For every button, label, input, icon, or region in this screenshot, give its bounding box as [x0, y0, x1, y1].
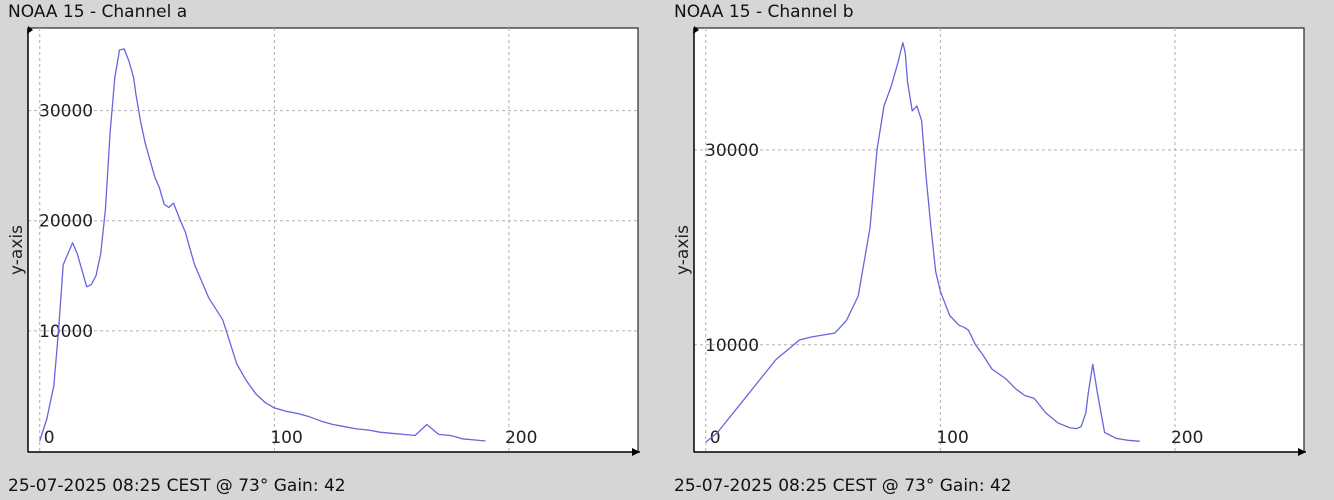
- y-axis-arrow-icon: [27, 26, 33, 34]
- y-tick-label: 10000: [705, 336, 759, 356]
- x-tick-label: 200: [1171, 428, 1203, 448]
- line-chart-a: 0 100 200 10000 20000 30000 y-axis: [7, 26, 640, 456]
- plot-area: [27, 27, 639, 453]
- chart-title: NOAA 15 - Channel b: [674, 2, 854, 22]
- x-axis-arrow-icon: [632, 448, 640, 456]
- line-chart-b: 0 100 200 10000 30000 y-axis: [673, 26, 1306, 456]
- x-axis-arrow-icon: [1298, 448, 1306, 456]
- chart-title: NOAA 15 - Channel a: [8, 2, 188, 22]
- x-tick-label: 100: [936, 428, 968, 448]
- y-tick-label: 20000: [39, 212, 93, 232]
- x-tick-label: 0: [44, 428, 55, 448]
- chart-footer-status: 25-07-2025 08:25 CEST @ 73° Gain: 42: [8, 476, 346, 496]
- plot-area: [693, 27, 1305, 453]
- y-tick-label: 30000: [39, 102, 93, 122]
- y-axis-label: y-axis: [7, 225, 27, 275]
- y-tick-label: 30000: [705, 141, 759, 161]
- y-axis-label: y-axis: [673, 225, 693, 275]
- chart-panel-b: NOAA 15 - Channel b 0 100 200 10000 30000 y-a…: [666, 0, 1326, 500]
- series-line: [705, 41, 1140, 443]
- x-tick-label: 100: [270, 428, 302, 448]
- x-tick-label: 0: [710, 428, 721, 448]
- x-tick-label: 200: [505, 428, 537, 448]
- y-axis-arrow-icon: [693, 26, 699, 34]
- chart-panel-a: NOAA 15 - Channel a 0 100 200 10000 20000 300…: [0, 0, 660, 500]
- y-tick-label: 10000: [39, 322, 93, 342]
- series-line: [39, 48, 486, 442]
- chart-footer-status: 25-07-2025 08:25 CEST @ 73° Gain: 42: [674, 476, 1012, 496]
